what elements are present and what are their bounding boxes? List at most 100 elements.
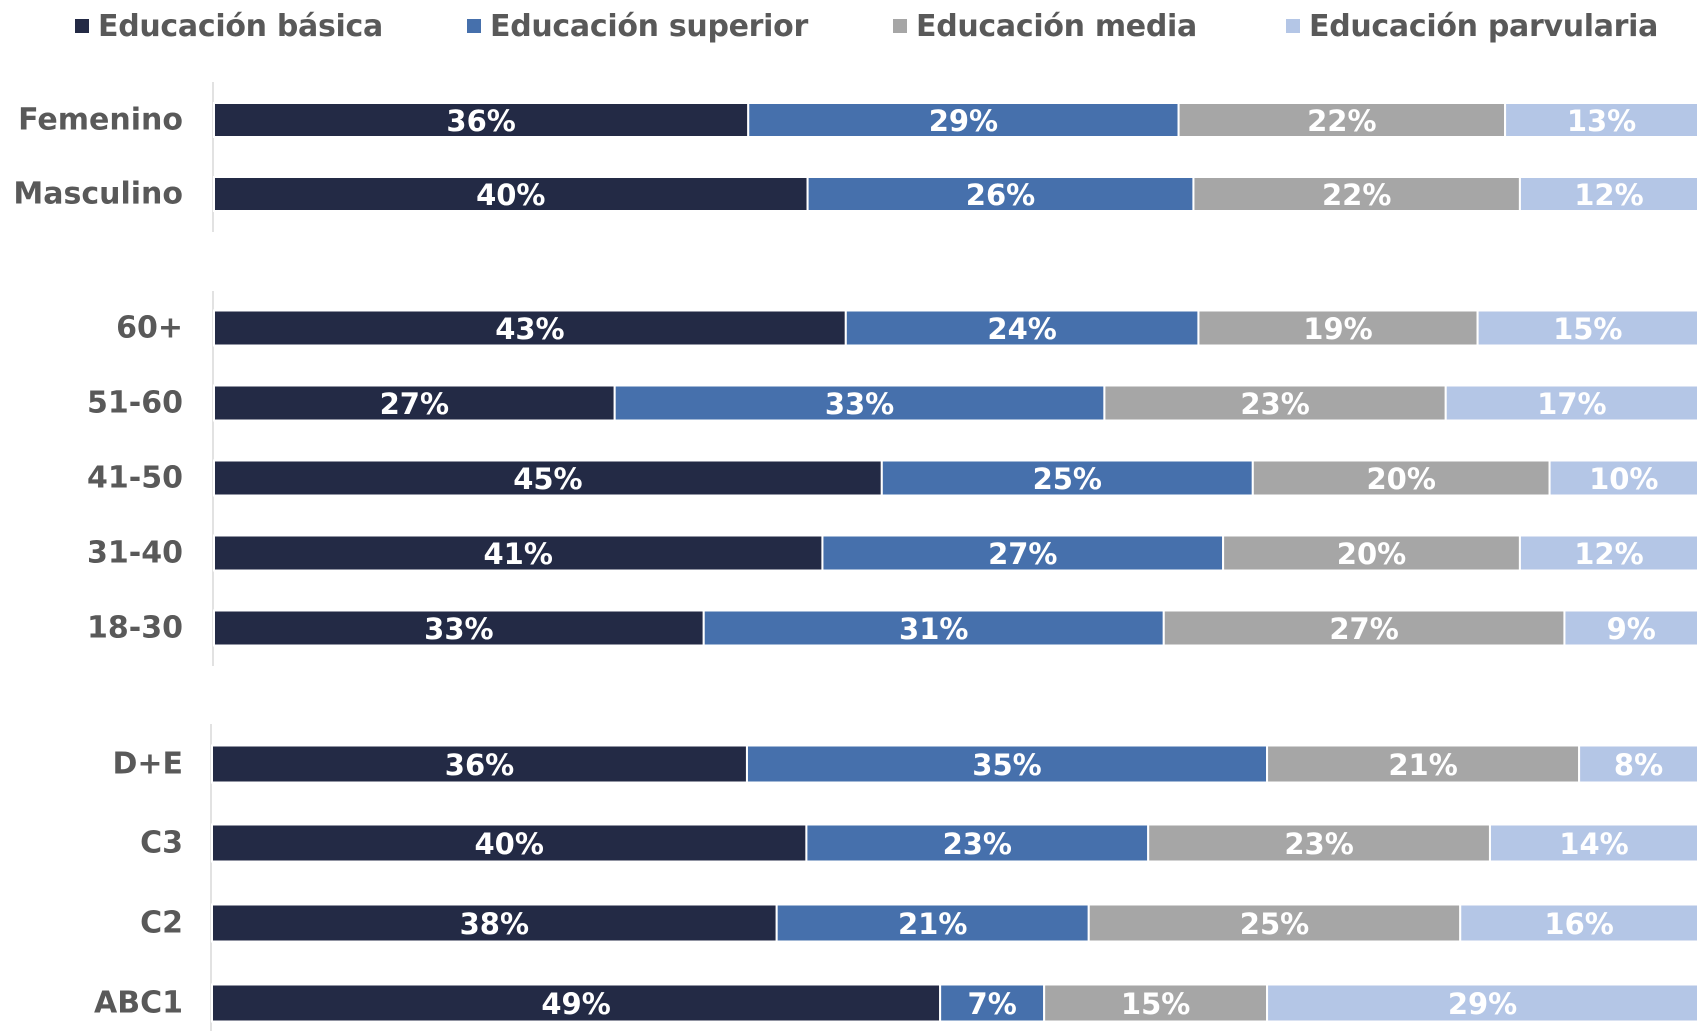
legend-item: Educación superior bbox=[467, 6, 808, 46]
bar-segment bbox=[1147, 823, 1491, 863]
bar-segment bbox=[939, 983, 1046, 1023]
bar-segment bbox=[1251, 459, 1551, 497]
bar-segment bbox=[1087, 903, 1462, 943]
bar-row: 51-60 27% 33% 23% 17% bbox=[87, 384, 1698, 422]
legend-label: Educación parvularia bbox=[1309, 8, 1659, 44]
legend-label: Educación superior bbox=[490, 8, 808, 44]
bar-row: C3 40% 23% 23% 14% bbox=[140, 823, 1698, 863]
data-label: 23% bbox=[1284, 827, 1353, 861]
data-label: 17% bbox=[1537, 387, 1606, 421]
data-label: 7% bbox=[968, 987, 1017, 1021]
bar-segment bbox=[821, 534, 1225, 572]
bar-segment bbox=[747, 102, 1180, 138]
bar-row: 18-30 33% 31% 27% 9% bbox=[87, 609, 1698, 647]
data-label: 31% bbox=[899, 612, 968, 646]
data-label: 22% bbox=[1322, 178, 1391, 212]
bar-segment bbox=[844, 309, 1200, 347]
bar-segment bbox=[213, 176, 809, 212]
category-label: C3 bbox=[140, 826, 183, 861]
bar-row: Masculino 40% 26% 22% 12% bbox=[13, 176, 1698, 212]
category-label: 41-50 bbox=[87, 461, 183, 496]
bar-segment bbox=[1563, 609, 1698, 647]
bar-segment bbox=[211, 823, 808, 863]
data-label: 36% bbox=[446, 104, 515, 138]
bar-segment bbox=[1177, 102, 1507, 138]
legend-swatch bbox=[1286, 19, 1300, 33]
bar-segment bbox=[213, 459, 883, 497]
data-label: 36% bbox=[445, 748, 514, 782]
category-label: 31-40 bbox=[87, 536, 183, 571]
bar-segment bbox=[1266, 744, 1581, 784]
bar-row: ABC1 49% 7% 15% 29% bbox=[94, 983, 1698, 1023]
bar-segment bbox=[1518, 534, 1698, 572]
data-label: 16% bbox=[1544, 907, 1613, 941]
legend-label: Educación media bbox=[916, 8, 1197, 44]
legend-swatch bbox=[75, 19, 89, 33]
data-label: 10% bbox=[1589, 462, 1658, 496]
category-label: Masculino bbox=[13, 177, 183, 212]
data-label: 13% bbox=[1567, 104, 1636, 138]
data-label: 41% bbox=[484, 537, 553, 571]
bar-segment bbox=[805, 823, 1150, 863]
bar-segment bbox=[213, 309, 847, 347]
category-label: 60+ bbox=[116, 311, 183, 346]
bar-segment bbox=[1548, 459, 1698, 497]
category-label: Femenino bbox=[18, 103, 183, 138]
bar-segment bbox=[1162, 609, 1566, 647]
data-label: 27% bbox=[1329, 612, 1398, 646]
data-label: 9% bbox=[1607, 612, 1656, 646]
data-label: 43% bbox=[495, 312, 564, 346]
data-label: 40% bbox=[474, 827, 543, 861]
legend-item: Educación básica bbox=[75, 6, 383, 46]
legend-swatch bbox=[467, 19, 481, 33]
data-label: 21% bbox=[1388, 748, 1457, 782]
bar-segment bbox=[1192, 176, 1521, 212]
data-label: 49% bbox=[541, 987, 610, 1021]
data-label: 29% bbox=[1448, 987, 1517, 1021]
bar-segment bbox=[1197, 309, 1479, 347]
bar-segment bbox=[1444, 384, 1698, 422]
data-label: 25% bbox=[1240, 907, 1309, 941]
bar-segment bbox=[1476, 309, 1698, 347]
data-label: 26% bbox=[966, 178, 1035, 212]
data-label: 19% bbox=[1303, 312, 1372, 346]
data-label: 23% bbox=[1240, 387, 1309, 421]
bar-segment bbox=[213, 384, 616, 422]
data-label: 33% bbox=[825, 387, 894, 421]
data-label: 45% bbox=[513, 462, 582, 496]
bar-segment bbox=[213, 609, 705, 647]
legend-label: Educación básica bbox=[98, 8, 383, 44]
data-label: 23% bbox=[943, 827, 1012, 861]
bar-segment bbox=[1222, 534, 1521, 572]
chart-legend: Educación básica Educación superior Educac… bbox=[0, 0, 1698, 54]
data-label: 20% bbox=[1366, 462, 1435, 496]
data-label: 29% bbox=[929, 104, 998, 138]
bar-segment bbox=[1518, 176, 1698, 212]
data-label: 20% bbox=[1337, 537, 1406, 571]
bar-row: 31-40 41% 27% 20% 12% bbox=[87, 534, 1698, 572]
bar-segment bbox=[880, 459, 1254, 497]
bar-segment bbox=[1504, 102, 1698, 138]
data-label: 27% bbox=[988, 537, 1057, 571]
data-label: 40% bbox=[476, 178, 545, 212]
bar-row: 60+ 43% 24% 19% 15% bbox=[116, 309, 1698, 347]
bar-segment bbox=[213, 534, 824, 572]
data-label: 15% bbox=[1121, 987, 1190, 1021]
data-label: 14% bbox=[1559, 827, 1628, 861]
data-label: 21% bbox=[898, 907, 967, 941]
category-label: 18-30 bbox=[87, 611, 183, 646]
data-label: 38% bbox=[460, 907, 529, 941]
bar-row: 41-50 45% 25% 20% 10% bbox=[87, 459, 1698, 497]
category-label: 51-60 bbox=[87, 386, 183, 421]
legend-item: Educación media bbox=[893, 6, 1197, 46]
bar-row: Femenino 36% 29% 22% 13% bbox=[18, 102, 1698, 138]
bar-segment bbox=[211, 744, 748, 784]
category-label: C2 bbox=[140, 906, 183, 941]
data-label: 12% bbox=[1574, 178, 1643, 212]
legend-item: Educación parvularia bbox=[1286, 6, 1658, 46]
bar-segment bbox=[1459, 903, 1698, 943]
data-label: 27% bbox=[380, 387, 449, 421]
data-label: 35% bbox=[972, 748, 1041, 782]
bar-segment bbox=[745, 744, 1269, 784]
